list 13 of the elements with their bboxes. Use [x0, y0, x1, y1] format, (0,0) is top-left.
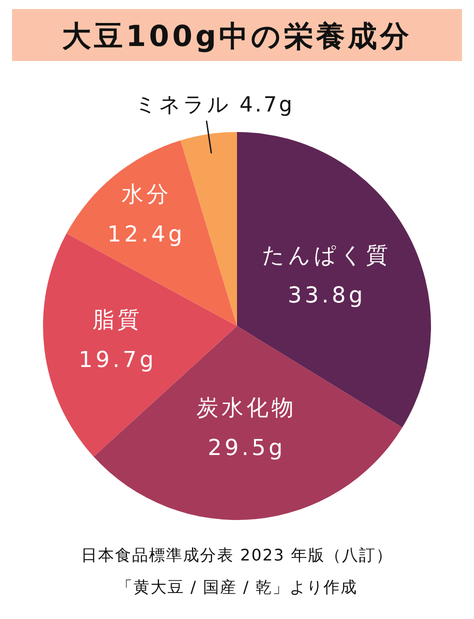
- data-label: 19.7g: [78, 348, 157, 373]
- text: 日本食品標準成分表 2023 年版（八訂）: [81, 546, 393, 564]
- slice-label: ミネラル 4.7g: [134, 92, 294, 117]
- chart-title: 大豆100g中の栄養成分: [62, 19, 412, 53]
- data-label: 12.4g: [107, 222, 186, 248]
- title: 大豆100g中の栄養成分: [12, 9, 462, 61]
- slice-label: 脂質: [92, 308, 143, 333]
- data-label: 33.8g: [288, 283, 366, 308]
- slice-label: たんぱく質: [262, 243, 392, 268]
- slice-label: 炭水化物: [196, 396, 297, 421]
- text: 「黄大豆 / 国産 / 乾」より作成: [116, 578, 358, 596]
- data-label: 29.5g: [208, 436, 286, 461]
- slice-label: 水分: [121, 182, 172, 208]
